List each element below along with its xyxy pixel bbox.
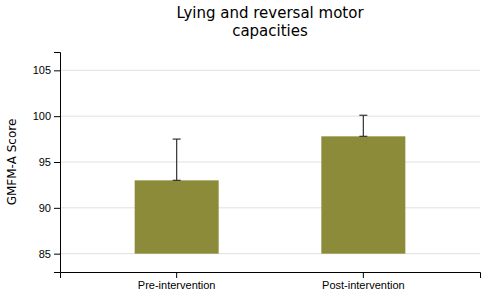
y-tick: 85 [39, 248, 60, 260]
y-tick-mark [54, 162, 60, 163]
x-tick-label: Pre-intervention [138, 279, 216, 291]
x-axis-line [61, 273, 481, 279]
x-tick: Pre-intervention [138, 272, 216, 291]
y-tick-mark [54, 116, 60, 117]
error-bar-cap [359, 115, 367, 116]
y-tick: 95 [39, 156, 60, 168]
grid-line [60, 162, 480, 163]
x-axis: Pre-intervention Post-intervention [61, 272, 481, 291]
y-axis: 85 90 95 100 105 [33, 53, 61, 273]
error-bar-stem [363, 115, 364, 136]
x-tick-mark [176, 272, 177, 278]
y-tick: 100 [33, 110, 60, 122]
y-tick-label: 100 [33, 110, 51, 122]
y-tick-label: 105 [33, 64, 51, 76]
grid-line [60, 70, 480, 71]
error-bar-cap [359, 136, 367, 137]
y-tick-mark [54, 208, 60, 209]
bar [135, 180, 219, 253]
error-bar [173, 139, 181, 180]
grid-line [60, 207, 480, 208]
marks [135, 115, 406, 253]
error-bar-stem [176, 139, 177, 180]
x-tick: Post-intervention [322, 272, 405, 291]
y-tick: 105 [33, 64, 60, 76]
error-bar-cap [173, 180, 181, 181]
x-tick-mark [363, 272, 364, 278]
grid [60, 70, 480, 253]
chart: 85 90 95 100 105 Pre-intervention Post-interve… [0, 0, 500, 308]
y-tick-label: 85 [39, 248, 51, 260]
y-axis-title: GMFM-A Score [5, 119, 19, 206]
x-tick-label: Post-intervention [322, 279, 405, 291]
error-bar-cap [173, 138, 181, 139]
plot: 85 90 95 100 105 Pre-intervention Post-interve… [33, 53, 481, 291]
grid-line [60, 253, 480, 254]
grid-line [60, 116, 480, 117]
y-tick-label: 90 [39, 202, 51, 214]
bar [321, 136, 405, 253]
y-axis-line [54, 53, 61, 273]
title: Lying and reversal motorcapacities [176, 4, 364, 40]
y-tick-mark [54, 254, 60, 255]
y-tick-label: 95 [39, 156, 51, 168]
error-bar [359, 115, 367, 136]
y-tick-mark [54, 70, 60, 71]
y-tick: 90 [39, 202, 60, 214]
